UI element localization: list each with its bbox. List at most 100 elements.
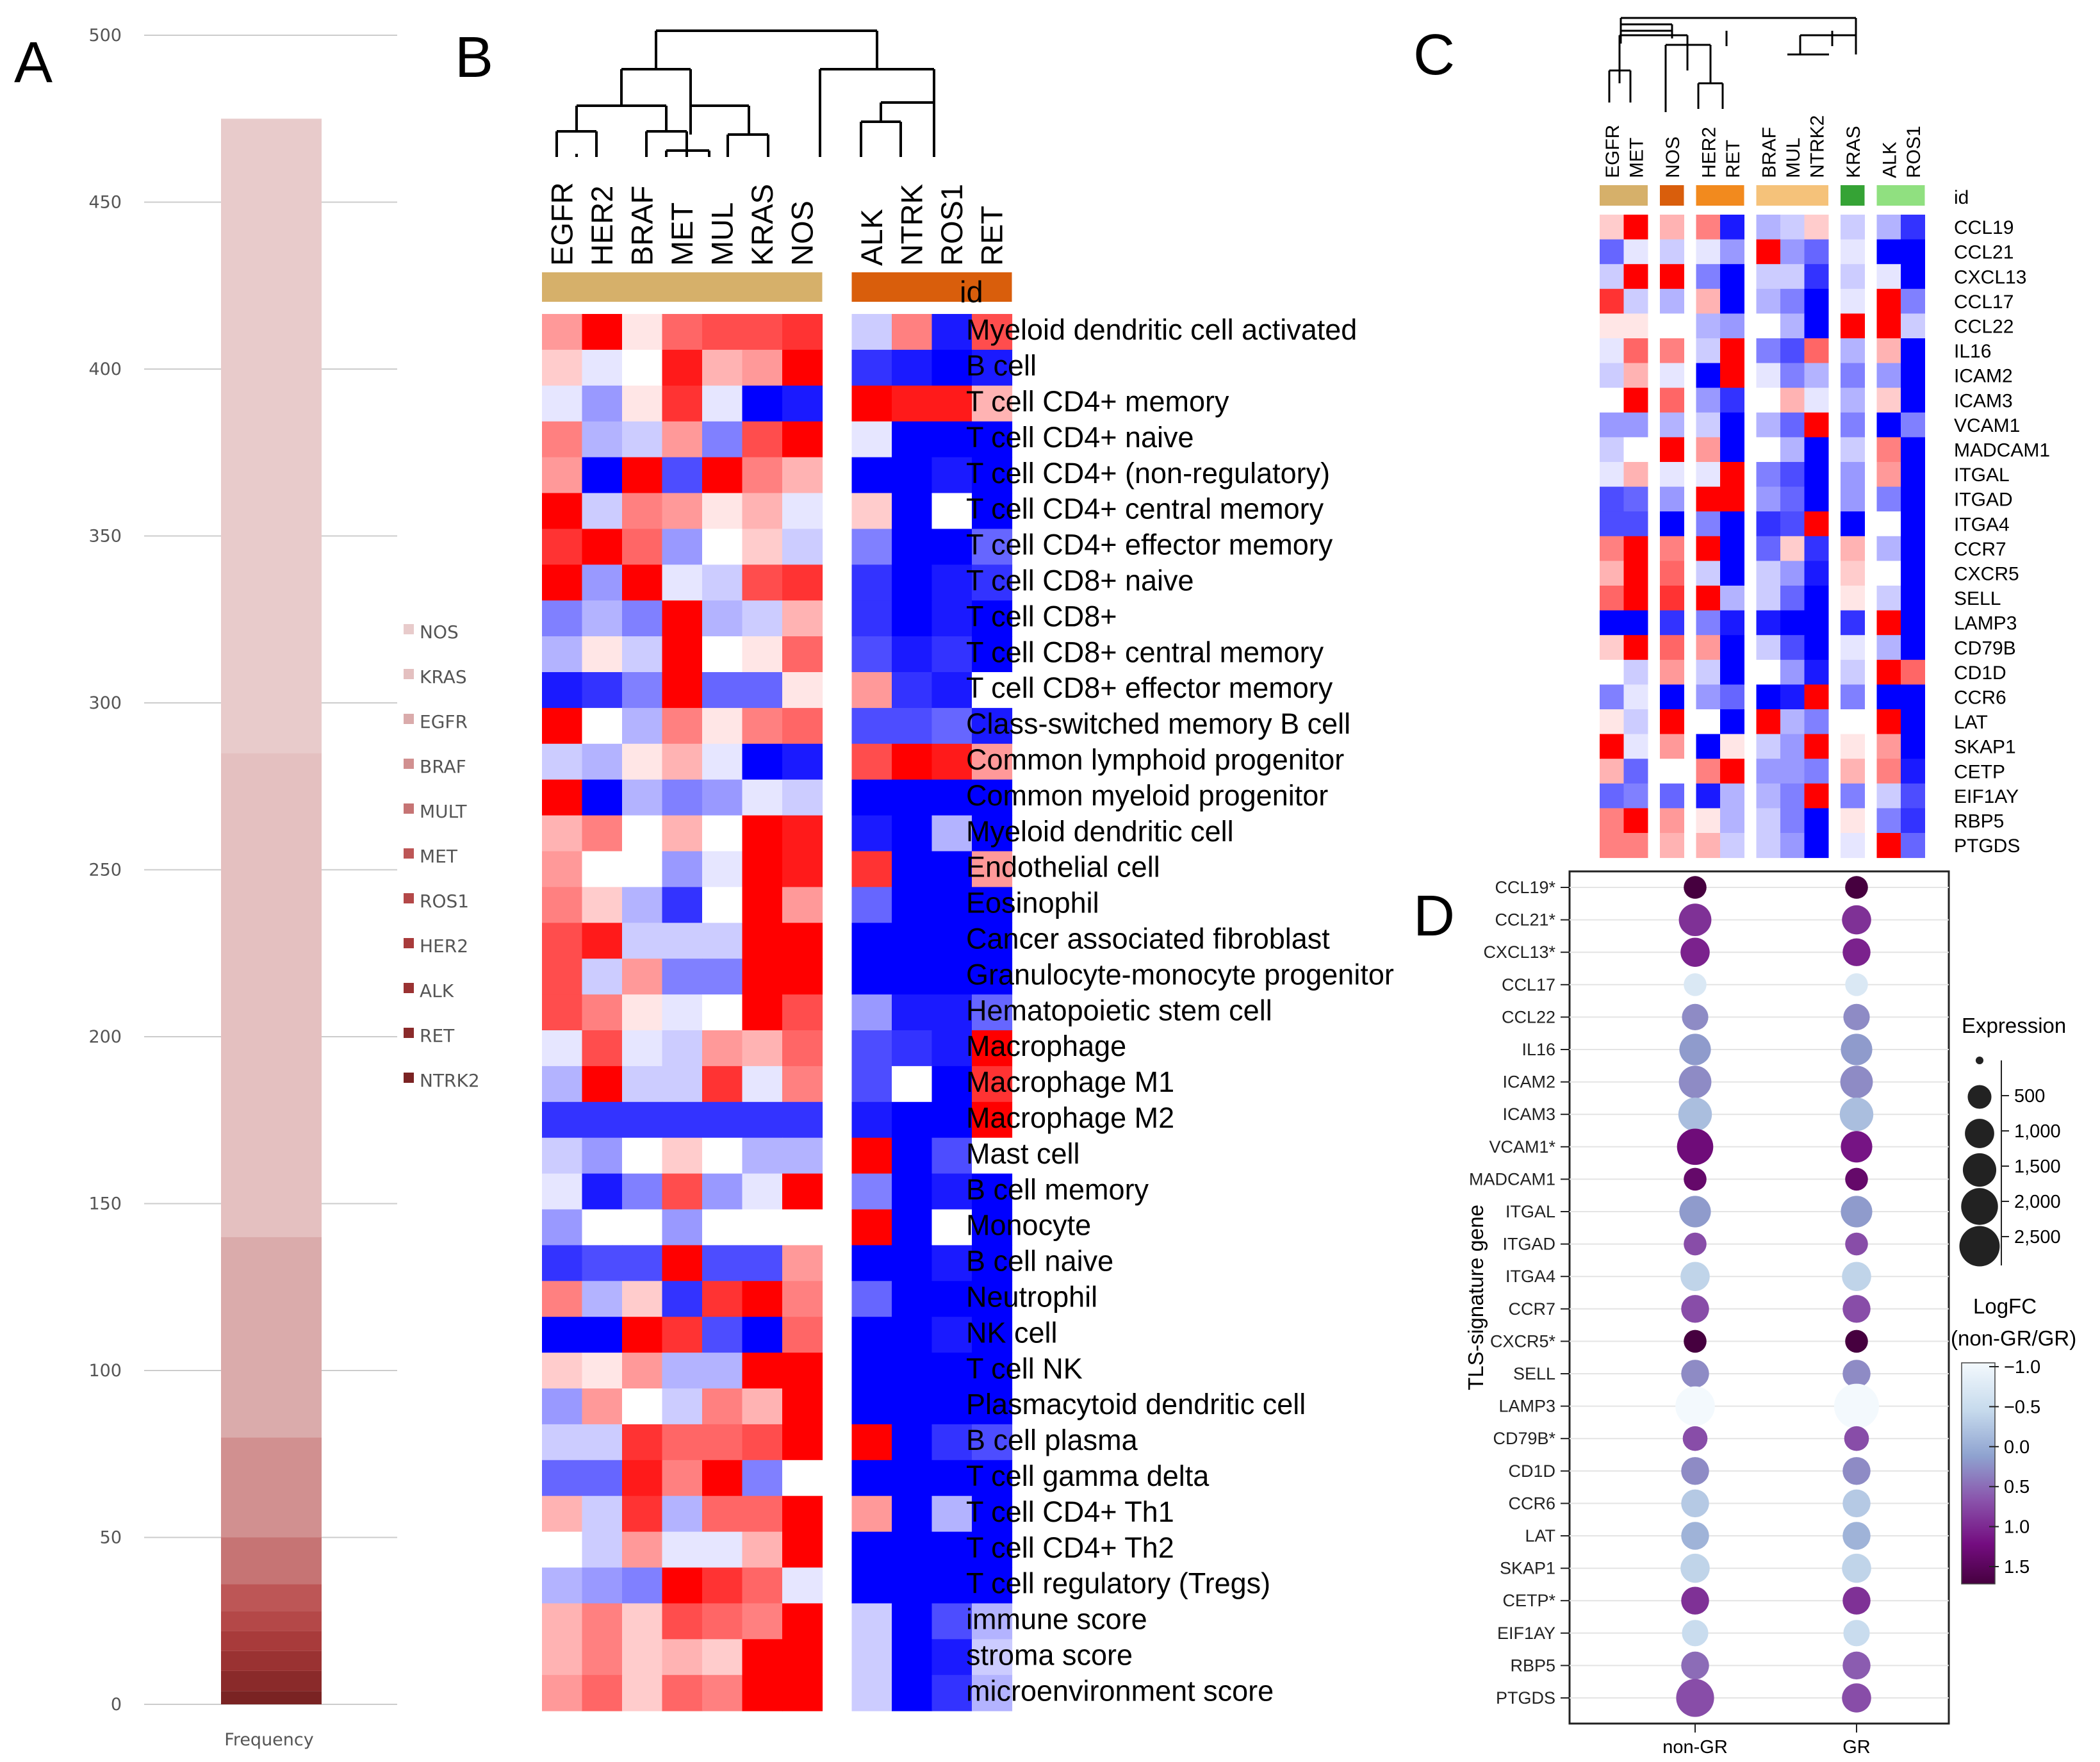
b-cell-14-3 [662, 815, 703, 852]
bar-segment-alk [221, 1651, 322, 1671]
d-dot-16-1 [1834, 1383, 1879, 1429]
c-col-label-mul: MUL [1783, 138, 1804, 178]
c-cell-15-8 [1841, 586, 1865, 611]
b-cell-27-6 [782, 1281, 823, 1317]
b-cell-22-8 [892, 1101, 933, 1139]
b-cell-14-4 [702, 815, 743, 852]
b-row-label-14: Myeloid dendritic cell [966, 815, 1234, 848]
c-cell-10-5 [1756, 462, 1781, 488]
b-cell-38-9 [931, 1675, 972, 1711]
d-gene-label-18: CD1D [1508, 1461, 1555, 1481]
c-cell-14-8 [1841, 561, 1865, 586]
c-cell-2-7 [1804, 264, 1829, 290]
b-cell-35-4 [702, 1567, 743, 1604]
c-cell-10-9 [1876, 462, 1901, 488]
b-cell-1-0 [542, 349, 583, 386]
c-cell-22-7 [1804, 759, 1829, 784]
c-cell-16-4 [1720, 610, 1744, 636]
b-cell-19-4 [702, 994, 743, 1031]
b-cell-17-9 [931, 923, 972, 959]
b-cell-35-7 [851, 1567, 892, 1604]
c-cell-4-0 [1600, 313, 1624, 339]
b-cell-16-0 [542, 887, 583, 923]
b-cell-11-6 [782, 707, 823, 745]
b-cell-8-10 [972, 600, 1013, 637]
b-cell-27-5 [742, 1281, 783, 1317]
b-col-label-ros1: ROS1 [935, 184, 969, 266]
legend-label-kras: KRAS [420, 666, 467, 688]
b-cell-3-1 [582, 421, 623, 458]
c-cell-13-3 [1696, 536, 1721, 561]
size-legend-dot-2 [1965, 1119, 1994, 1148]
b-cell-4-8 [892, 457, 933, 494]
b-cell-7-4 [702, 564, 743, 601]
b-cell-13-6 [782, 779, 823, 816]
panel-d-label: D [1413, 884, 1455, 948]
c-cell-15-10 [1901, 586, 1925, 611]
y-tick-500: 500 [88, 26, 122, 45]
b-cell-38-3 [662, 1675, 703, 1711]
legend-label-ros1: ROS1 [420, 891, 469, 912]
d-dot-7-0 [1678, 1098, 1712, 1132]
b-col-label-kras: KRAS [745, 184, 779, 266]
d-dot-16-0 [1675, 1386, 1715, 1426]
b-cell-30-6 [782, 1388, 823, 1425]
c-cell-7-10 [1901, 388, 1925, 413]
c-cell-7-4 [1720, 388, 1744, 413]
b-cell-8-9 [931, 600, 972, 637]
b-cell-20-8 [892, 1030, 933, 1067]
b-cell-2-0 [542, 385, 583, 422]
c-row-label-il16: IL16 [1954, 341, 1991, 362]
b-col-label-her2: HER2 [585, 186, 619, 266]
b-cell-23-6 [782, 1137, 823, 1174]
c-cell-9-7 [1804, 437, 1829, 463]
c-cell-20-7 [1804, 709, 1829, 735]
bar-segment-ret [221, 1670, 322, 1692]
c-cell-24-0 [1600, 808, 1624, 834]
bar-segment-mult [221, 1537, 322, 1585]
d-dot-0-1 [1845, 876, 1868, 899]
b-cell-16-6 [782, 887, 823, 923]
c-cell-10-0 [1600, 462, 1624, 488]
b-cell-25-9 [931, 1209, 972, 1246]
c-cell-8-0 [1600, 412, 1624, 438]
size-legend-title: Expression [1962, 1014, 2066, 1037]
panel-c-dendrogram-branches [1608, 17, 1857, 112]
b-cell-0-1 [582, 314, 623, 350]
b-col-label-ret: RET [974, 206, 1008, 266]
b-cell-2-4 [702, 385, 743, 422]
b-row-label-4: T cell CD4+ (non-regulatory) [966, 457, 1330, 490]
c-cell-13-7 [1804, 536, 1829, 561]
c-cell-7-5 [1756, 388, 1781, 413]
b-cell-23-1 [582, 1137, 623, 1174]
b-cell-37-9 [931, 1639, 972, 1676]
b-cell-2-6 [782, 385, 823, 422]
b-cell-6-3 [662, 529, 703, 565]
b-cell-10-0 [542, 672, 583, 709]
b-cell-2-9 [931, 385, 972, 422]
b-cell-21-1 [582, 1066, 623, 1103]
c-cell-19-10 [1901, 684, 1925, 710]
b-cell-21-10 [972, 1066, 1013, 1103]
panel-a-y-ticks: 0 50 100 150 200 250 300 350 400 450 500 [88, 26, 122, 1715]
b-cell-10-7 [851, 672, 892, 709]
c-col-label-egfr: EGFR [1602, 125, 1623, 178]
b-cell-36-8 [892, 1603, 933, 1640]
c-cell-24-7 [1804, 808, 1829, 834]
b-cell-10-8 [892, 672, 933, 709]
b-cell-37-2 [622, 1639, 663, 1676]
b-cell-2-5 [742, 385, 783, 422]
c-cell-0-4 [1720, 215, 1744, 240]
b-cell-22-6 [782, 1101, 823, 1139]
b-cell-37-3 [662, 1639, 703, 1676]
c-cell-2-2 [1660, 264, 1684, 290]
b-cell-31-0 [542, 1424, 583, 1461]
b-cell-21-6 [782, 1066, 823, 1103]
c-cell-8-7 [1804, 412, 1829, 438]
c-cell-5-0 [1600, 338, 1624, 364]
c-cell-12-4 [1720, 511, 1744, 537]
y-tick-250: 250 [88, 860, 122, 880]
c-cell-25-2 [1660, 833, 1684, 859]
d-gene-label-6: ICAM2 [1502, 1073, 1555, 1092]
b-cell-30-0 [542, 1388, 583, 1425]
